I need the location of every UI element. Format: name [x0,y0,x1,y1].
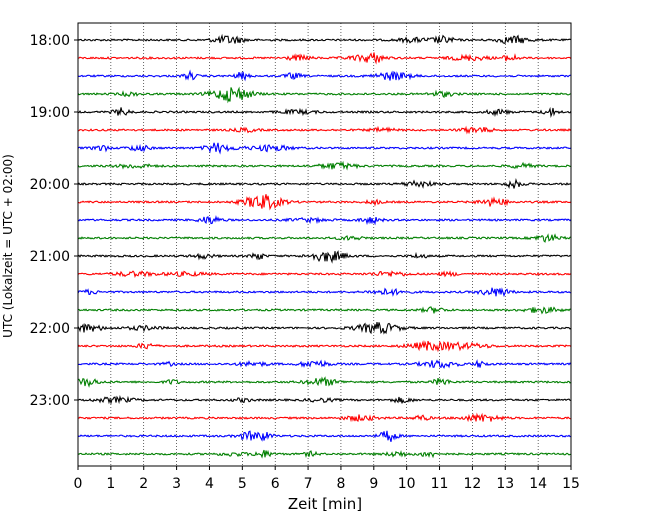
x-tick-label: 2 [139,476,148,492]
trace-line [77,215,572,226]
trace-line [77,306,572,315]
trace-line [77,412,572,423]
trace-line [77,270,572,279]
y-tick-label: 20:00 [30,177,70,193]
x-tick-label: 0 [74,476,83,492]
trace-line [77,321,572,335]
x-tick-label: 4 [205,476,214,492]
x-tick-label: 9 [369,476,378,492]
trace-line [77,52,572,65]
trace-line [77,86,572,104]
x-tick-label: 12 [463,476,481,492]
y-tick-label: 22:00 [30,321,70,337]
trace-line [77,233,572,243]
trace-line [77,449,572,459]
trace-line [77,340,572,353]
trace-line [77,394,572,405]
trace-line [77,69,572,82]
trace-line [77,177,572,189]
x-tick-label: 6 [271,476,280,492]
x-tick-label: 14 [529,476,547,492]
trace-line [77,125,572,135]
y-tick-label: 19:00 [30,105,70,121]
trace-line [77,430,572,442]
x-tick-label: 5 [238,476,247,492]
x-tick-label: 1 [106,476,115,492]
trace-line [77,142,572,155]
x-tick-label: 10 [398,476,416,492]
trace-line [77,160,572,171]
x-tick-label: 7 [304,476,313,492]
plot-frame [77,22,572,467]
x-axis-label: Zeit [min] [288,495,362,513]
x-tick-label: 15 [562,476,580,492]
trace-line [77,250,572,264]
y-tick-label: 21:00 [30,249,70,265]
y-tick-label: 23:00 [30,393,70,409]
trace-line [77,194,572,211]
trace-line [77,287,572,298]
trace-line [77,106,572,119]
x-tick-label: 8 [336,476,345,492]
trace-line [77,376,572,388]
y-axis-ticks: 18:00 19:00 20:00 21:00 22:00 23:00 [30,33,78,409]
x-tick-label: 3 [172,476,181,492]
seismic-traces [77,33,572,459]
y-axis-label: UTC (Lokalzeit = UTC + 02:00) [1,154,15,338]
trace-line [77,33,572,45]
x-tick-label: 11 [431,476,449,492]
x-tick-label: 13 [496,476,514,492]
vertical-grid [110,23,539,466]
y-tick-label: 18:00 [30,33,70,49]
x-axis-ticks: 0 1 2 3 4 5 6 7 8 9 10 11 12 13 14 15 [74,466,580,492]
trace-line [77,359,572,369]
